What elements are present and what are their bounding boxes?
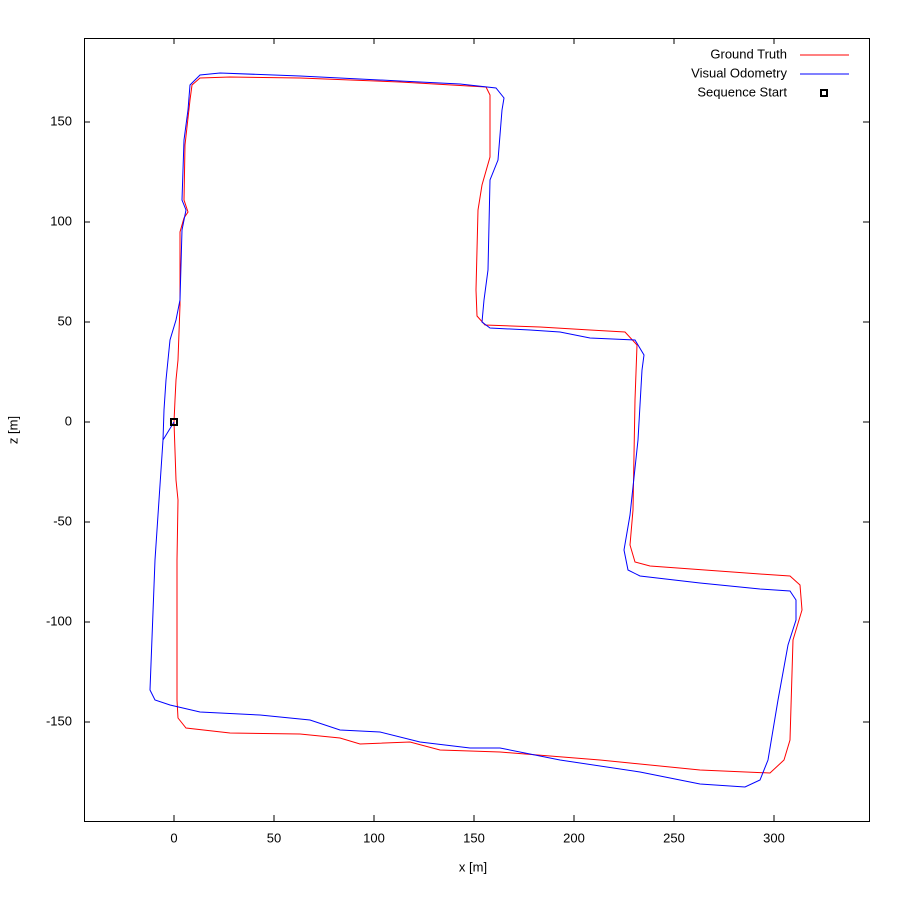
x-tick-label: 100 bbox=[363, 830, 385, 845]
legend-marker bbox=[820, 89, 828, 97]
legend-label: Sequence Start bbox=[697, 84, 787, 99]
y-tick-label: -50 bbox=[53, 513, 72, 528]
x-tick-label: 300 bbox=[763, 830, 785, 845]
x-tick-label: 150 bbox=[463, 830, 485, 845]
plot-frame bbox=[84, 38, 870, 822]
y-tick-label: -100 bbox=[46, 613, 72, 628]
y-tick-label: 0 bbox=[65, 413, 72, 428]
legend-label: Visual Odometry bbox=[691, 65, 787, 80]
x-tick-label: 0 bbox=[170, 830, 177, 845]
x-axis-label: x [m] bbox=[459, 859, 487, 874]
y-axis-label: z [m] bbox=[5, 416, 20, 444]
trajectory-line bbox=[173, 76, 803, 774]
y-tick-label: 150 bbox=[50, 113, 72, 128]
y-tick-label: -150 bbox=[46, 713, 72, 728]
x-tick-label: 250 bbox=[663, 830, 685, 845]
start-marker bbox=[170, 418, 178, 426]
legend-label: Ground Truth bbox=[710, 46, 787, 61]
trajectory-line bbox=[149, 72, 797, 788]
y-tick-label: 100 bbox=[50, 213, 72, 228]
x-tick-label: 200 bbox=[563, 830, 585, 845]
y-tick-label: 50 bbox=[58, 313, 72, 328]
x-tick-label: 50 bbox=[267, 830, 281, 845]
